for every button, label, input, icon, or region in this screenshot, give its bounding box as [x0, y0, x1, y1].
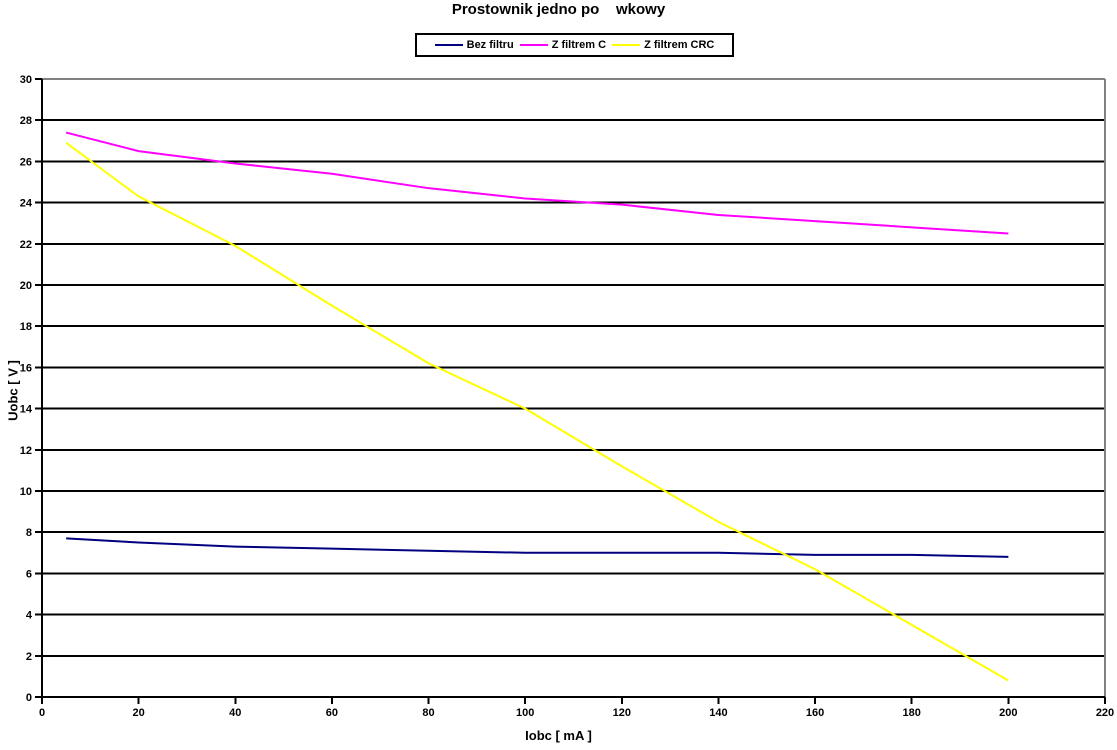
x-tick-label: 160 [806, 707, 824, 719]
chart-title: Prostownik jedno po wkowy [451, 1, 666, 18]
legend-label: Bez filtru [466, 39, 514, 51]
x-tick-label: 140 [709, 707, 727, 719]
x-tick-label: 200 [999, 707, 1017, 719]
y-tick-label: 16 [20, 362, 32, 374]
legend-line-swatch [519, 44, 548, 46]
legend-item: Z filtrem CRC [612, 39, 714, 51]
legend-label: Z filtrem C [551, 39, 607, 51]
y-tick-label: 20 [20, 280, 32, 292]
legend-line-swatch [434, 44, 463, 46]
x-tick-label: 180 [903, 707, 921, 719]
series-line-z-filtrem-c [65, 131, 1009, 235]
y-tick-label: 22 [20, 239, 32, 251]
y-tick-label: 6 [26, 568, 32, 580]
y-axis-title: Uobc [ V ] [5, 360, 21, 421]
x-tick-label: 40 [229, 707, 241, 719]
y-tick-label: 8 [26, 527, 32, 539]
y-tick-label: 18 [20, 321, 32, 333]
x-tick-label: 220 [1096, 707, 1114, 719]
y-tick-label: 12 [20, 445, 32, 457]
y-tick-label: 4 [26, 610, 33, 622]
y-tick-label: 14 [20, 404, 33, 416]
y-tick-label: 10 [20, 486, 32, 498]
legend-line-swatch [612, 44, 641, 46]
series-line-bez-filtru [66, 537, 1009, 558]
legend-label: Z filtrem CRC [644, 39, 715, 51]
x-tick-label: 0 [39, 707, 45, 719]
legend-item: Z filtrem C [519, 39, 607, 51]
y-tick-label: 0 [26, 692, 32, 704]
x-tick-label: 20 [133, 707, 145, 719]
legend-item: Bez filtru [434, 39, 514, 51]
legend: Bez filtru Z filtrem C Z filtrem CRC [415, 33, 734, 57]
x-axis-title: Iobc [ mA ] [525, 728, 592, 743]
x-tick-label: 80 [422, 707, 434, 719]
y-tick-label: 28 [20, 115, 32, 127]
series-line-z-filtrem-crc [65, 142, 1009, 682]
x-tick-label: 60 [326, 707, 338, 719]
y-tick-label: 30 [20, 74, 32, 86]
y-tick-label: 2 [26, 651, 32, 663]
x-tick-label: 120 [613, 707, 631, 719]
x-tick-label: 100 [516, 707, 534, 719]
y-tick-label: 26 [20, 156, 32, 168]
y-tick-label: 24 [20, 198, 33, 210]
